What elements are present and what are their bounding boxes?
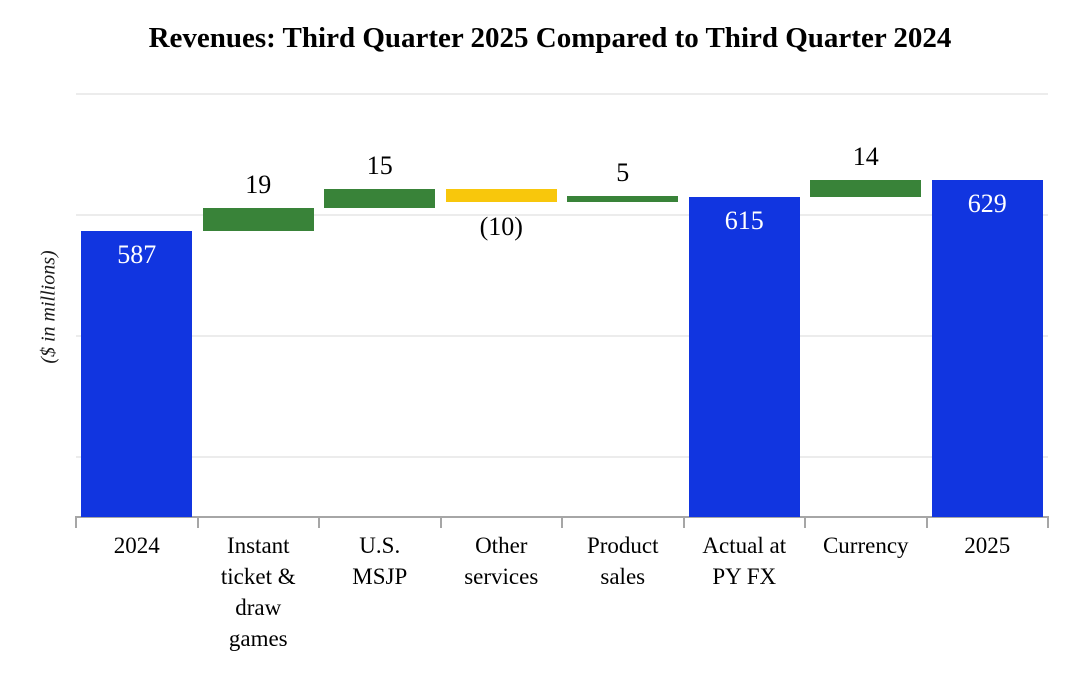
- category-label: Currency: [822, 533, 909, 558]
- axis-tick: [439, 516, 442, 528]
- delta-value-label: 5: [616, 157, 630, 187]
- axis-tick: [75, 516, 77, 528]
- category-label: 2024: [113, 533, 160, 558]
- axis-tick: [804, 516, 806, 528]
- axis-tick: [682, 516, 685, 528]
- axis-tick: [318, 516, 320, 528]
- bar-value-label: 587: [117, 239, 157, 269]
- bar-instant-ticket-draw-games: [202, 207, 314, 231]
- axis-tick: [925, 516, 928, 528]
- axis-tick: [1047, 516, 1049, 528]
- chart-title: Revenues: Third Quarter 2025 Compared to…: [148, 22, 952, 54]
- category-label: U.S. MSJP: [352, 533, 408, 589]
- bar-u-s-msjp: [324, 189, 436, 208]
- axis-tick: [196, 516, 199, 528]
- bar-value-label: 629: [967, 188, 1007, 218]
- category-label: Actual at PY FX: [702, 533, 787, 589]
- bar-actual-at-py-fx: 615: [688, 196, 800, 517]
- category-label: Instant ticket & draw games: [220, 533, 296, 651]
- bar-product-sales: [567, 195, 679, 202]
- axis-tick: [561, 516, 563, 528]
- delta-value-label: 15: [366, 151, 393, 181]
- gridline: [76, 213, 1048, 216]
- bar-currency: [810, 179, 922, 197]
- plot-area: [76, 93, 1048, 517]
- delta-value-label: (10): [479, 211, 523, 241]
- bar-other-services: [445, 189, 557, 202]
- bar-2025: 629: [931, 179, 1043, 517]
- bar-value-label: 615: [724, 205, 764, 235]
- gridline: [76, 93, 1048, 95]
- y-axis-label: ($ in millions): [37, 250, 60, 364]
- bar-2024: 587: [81, 230, 193, 517]
- category-label: Product sales: [586, 533, 659, 589]
- category-label: 2025: [964, 533, 1011, 558]
- delta-value-label: 19: [245, 169, 272, 199]
- delta-value-label: 14: [852, 141, 879, 171]
- gridline: [76, 455, 1048, 458]
- gridline: [76, 334, 1048, 337]
- category-label: Other services: [464, 533, 539, 589]
